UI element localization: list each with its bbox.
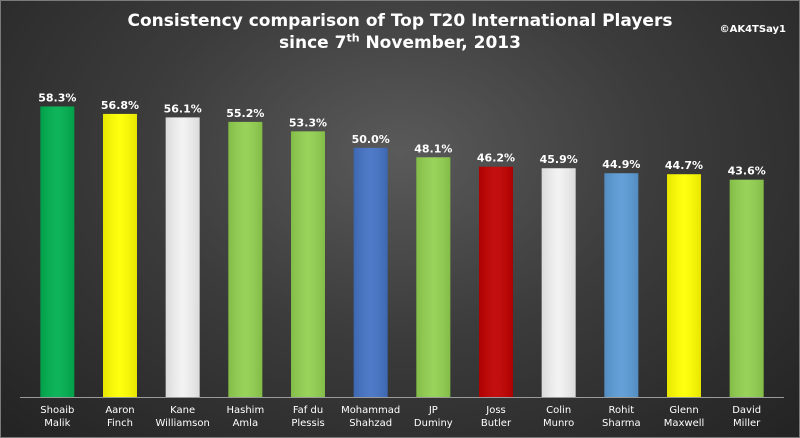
bar-shading-5 xyxy=(353,147,388,397)
bar-shading-7 xyxy=(479,166,513,397)
bar-shading-1 xyxy=(103,113,137,397)
category-label-7-line-1: Butler xyxy=(480,418,512,429)
category-label-11-line-1: Miller xyxy=(733,418,761,429)
value-label-3: 55.2% xyxy=(226,107,264,120)
category-label-8: Colin Munro xyxy=(524,404,594,430)
category-label-5-line-1: Shahzad xyxy=(349,418,393,429)
category-label-0: Shoaib Malik xyxy=(22,404,92,430)
bar-shading-0 xyxy=(40,106,75,398)
value-label-2: 56.1% xyxy=(164,102,202,115)
category-label-1-line-1: Finch xyxy=(107,418,133,429)
category-label-10-line-0: Glenn xyxy=(669,405,699,416)
category-label-0-line-1: Malik xyxy=(44,418,71,429)
credit-label: ©AK4TSay1 xyxy=(719,24,786,35)
category-label-7-line-0: Joss xyxy=(486,405,506,416)
category-label-4: Faf du Plessis xyxy=(273,404,343,430)
category-label-3-line-1: Amla xyxy=(232,418,259,429)
category-label-2: Kane Williamson xyxy=(148,404,218,430)
category-label-4-line-1: Plessis xyxy=(291,418,325,429)
value-label-0: 58.3% xyxy=(38,91,76,104)
chart-title-line-2-superscript: th xyxy=(346,31,360,45)
bar-shading-10 xyxy=(667,174,701,397)
bar-shading-4 xyxy=(291,131,325,397)
category-label-8-line-0: Colin xyxy=(546,405,572,416)
bar-shading-9 xyxy=(604,173,639,397)
value-label-4: 53.3% xyxy=(289,116,327,129)
category-label-5-line-0: Mohammad xyxy=(341,405,401,416)
category-label-10: Glenn Maxwell xyxy=(649,404,719,430)
category-label-0-line-0: Shoaib xyxy=(40,405,75,416)
category-label-6-line-1: Duminy xyxy=(413,418,453,429)
value-label-9: 44.9% xyxy=(602,158,640,171)
bar-shading-2 xyxy=(165,117,200,397)
category-label-7: Joss Butler xyxy=(461,404,531,430)
category-label-6-line-0: JP xyxy=(428,405,438,416)
value-labels: 58.3% 56.8% 56.1% 55.2% 53.3% 50.0% 48.1% 46.2%… xyxy=(38,91,766,177)
chart-title-line-2-end: November, 2013 xyxy=(359,33,521,53)
category-label-3: Hashim Amla xyxy=(210,404,280,430)
category-label-10-line-1: Maxwell xyxy=(663,418,705,429)
category-label-2-line-0: Kane xyxy=(170,405,196,416)
value-label-5: 50.0% xyxy=(352,133,390,146)
chart-title-line-2: since 7th November, 2013 xyxy=(0,32,800,54)
bar-series xyxy=(40,106,764,398)
category-label-5: Mohammad Shahzad xyxy=(336,404,406,430)
category-label-8-line-1: Munro xyxy=(542,418,575,429)
bar-shading-3 xyxy=(228,121,263,397)
category-label-1-line-0: Aaron xyxy=(105,405,135,416)
chart-title-line-1: Consistency comparison of Top T20 Intern… xyxy=(127,11,673,31)
category-label-1: Aaron Finch xyxy=(85,404,155,430)
category-label-11: David Miller xyxy=(712,404,782,430)
value-label-1: 56.8% xyxy=(101,99,139,112)
value-label-6: 48.1% xyxy=(414,142,452,155)
category-label-4-line-0: Faf du xyxy=(292,405,324,416)
chart-title: Consistency comparison of Top T20 Intern… xyxy=(0,10,800,54)
category-label-9: Rohit Sharma xyxy=(586,404,656,430)
category-label-11-line-0: David xyxy=(732,405,762,416)
category-label-2-line-1: Williamson xyxy=(155,418,210,429)
value-label-7: 46.2% xyxy=(477,152,515,165)
category-label-3-line-0: Hashim xyxy=(226,405,265,416)
chart-title-line-2-start: since 7 xyxy=(279,33,347,53)
bar-shading-6 xyxy=(416,157,451,397)
value-label-10: 44.7% xyxy=(665,159,703,172)
category-label-9-line-1: Sharma xyxy=(602,418,641,429)
bar-shading-11 xyxy=(729,179,764,397)
category-label-9-line-0: Rohit xyxy=(608,405,635,416)
bar-shading-8 xyxy=(541,168,576,397)
value-label-11: 43.6% xyxy=(728,165,766,178)
category-label-6: JP Duminy xyxy=(398,404,468,430)
value-label-8: 45.9% xyxy=(540,153,578,166)
